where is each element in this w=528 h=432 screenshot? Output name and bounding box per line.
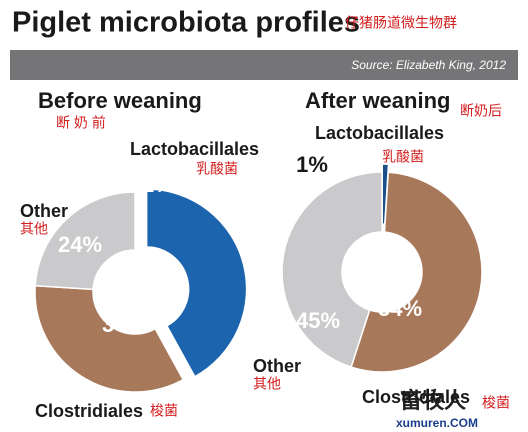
value-label: 42%: [130, 172, 174, 197]
source: Source: Elizabeth King, 2012: [351, 58, 506, 72]
slice: [34, 191, 136, 291]
value-label: 45%: [296, 308, 340, 333]
category-label: Lactobacillales: [130, 139, 259, 159]
value-label: 24%: [58, 232, 102, 257]
pie-title-cn: 断 奶 前: [56, 115, 106, 131]
category-label: Clostridiales: [362, 387, 470, 407]
pie-title: Before weaning: [38, 88, 202, 113]
category-label-cn: 梭菌: [150, 403, 178, 419]
page-title: Piglet microbiota profiles: [12, 7, 360, 39]
watermark: 畜牧人: [400, 388, 466, 413]
category-label-cn: 乳酸菌: [382, 149, 424, 165]
source-bar: [10, 50, 518, 80]
pie-title-cn: 断奶后: [460, 103, 502, 119]
value-label: 1%: [296, 152, 328, 177]
slice: [350, 171, 483, 373]
category-label-cn: 其他: [20, 221, 48, 237]
value-label: 34%: [102, 312, 146, 337]
slice: [145, 188, 248, 378]
category-label: Clostridiales: [35, 401, 143, 421]
category-label: Other: [20, 201, 68, 221]
category-label-cn: 乳酸菌: [196, 161, 238, 177]
pie-title: After weaning: [305, 88, 450, 113]
category-label-cn: 其他: [253, 376, 281, 392]
slice: [34, 284, 185, 393]
category-label: Other: [253, 356, 301, 376]
value-label: 54%: [378, 296, 422, 321]
page-title-cn: 仔猪肠道微生物群: [345, 15, 457, 31]
category-label-cn: 梭菌: [482, 395, 510, 411]
category-label: Lactobacillales: [315, 123, 444, 143]
watermark-url: xumuren.COM: [396, 416, 478, 430]
slice: [281, 171, 383, 369]
